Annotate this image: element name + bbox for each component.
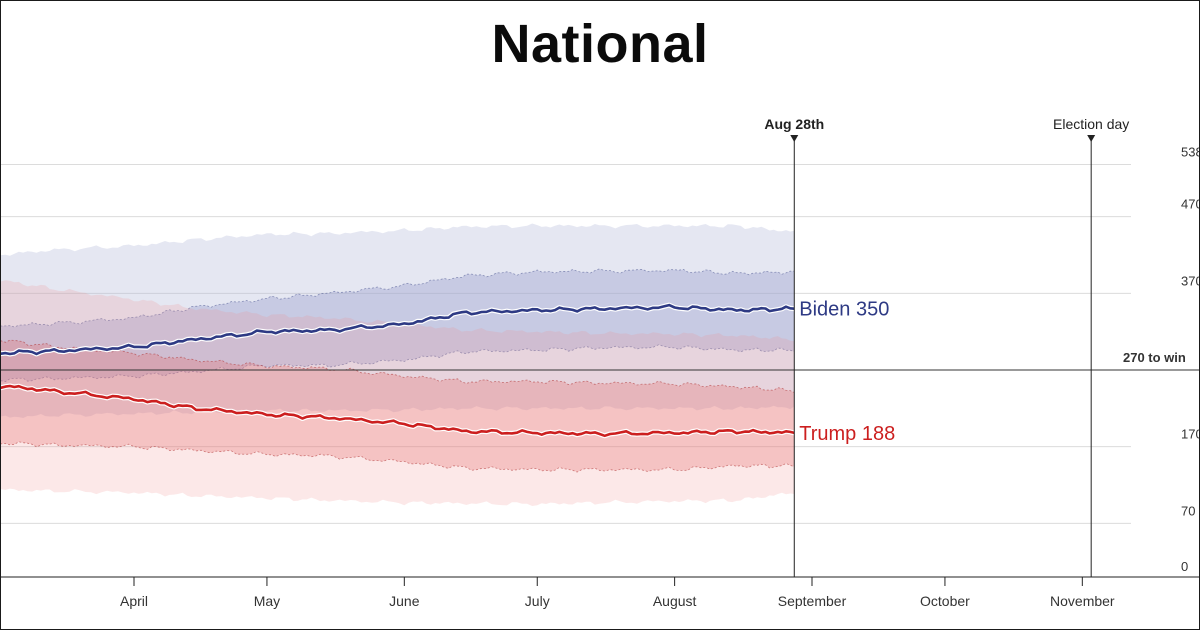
y-tick-label-170: 170	[1181, 427, 1199, 442]
x-tick-label-october: October	[920, 593, 970, 609]
x-tick-label-april: April	[120, 593, 148, 609]
biden-line	[1, 303, 795, 356]
y-tick-label-538: 538	[1181, 145, 1199, 160]
trump-band-upper-edge	[1, 339, 795, 393]
marker-label-0: Aug 28th	[764, 116, 824, 132]
x-tick-label-november: November	[1050, 593, 1115, 609]
y-tick-label-470: 470	[1181, 197, 1199, 212]
biden-band-lower-edge	[1, 344, 795, 383]
y-tick-label-0: 0	[1181, 559, 1188, 574]
trump-band-80-area	[1, 340, 795, 473]
x-tick-label-september: September	[778, 593, 847, 609]
chart-title: National	[491, 14, 709, 74]
grid-layer	[1, 164, 1131, 524]
threshold-label: 270 to win	[1123, 350, 1186, 365]
x-tick-label-august: August	[653, 593, 697, 609]
trump-band-lower-edge	[1, 441, 795, 473]
trump-end-label: Trump 188	[799, 423, 895, 445]
x-tick-label-june: June	[389, 593, 420, 609]
trump-line	[1, 384, 795, 438]
band-layer	[1, 223, 795, 506]
biden-band-95-area	[1, 223, 795, 418]
y-tick-label-70: 70	[1181, 503, 1195, 518]
marker-arrow-1	[1087, 135, 1096, 142]
marker-arrow-0	[790, 135, 799, 142]
x-tick-label-may: May	[254, 593, 280, 609]
biden-end-label: Biden 350	[799, 299, 889, 321]
line-layer	[1, 302, 795, 439]
y-tick-label-370: 370	[1181, 273, 1199, 288]
marker-label-1: Election day	[1053, 116, 1129, 132]
axis-layer	[1, 135, 1199, 586]
label-layer: 0 70 170 270 to win 370 470 538 Biden 350 Trump …	[120, 116, 1199, 609]
biden-band-upper-edge	[1, 268, 795, 328]
x-tick-label-july: July	[525, 593, 550, 609]
